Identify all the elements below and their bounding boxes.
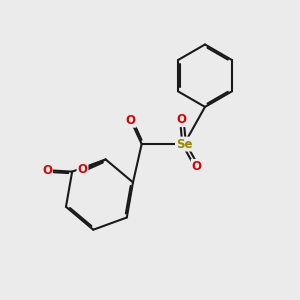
Text: O: O bbox=[42, 164, 52, 177]
Text: O: O bbox=[177, 113, 187, 126]
Text: O: O bbox=[126, 114, 136, 127]
Text: O: O bbox=[192, 160, 202, 173]
Text: O: O bbox=[77, 164, 88, 176]
Text: Se: Se bbox=[176, 138, 192, 151]
